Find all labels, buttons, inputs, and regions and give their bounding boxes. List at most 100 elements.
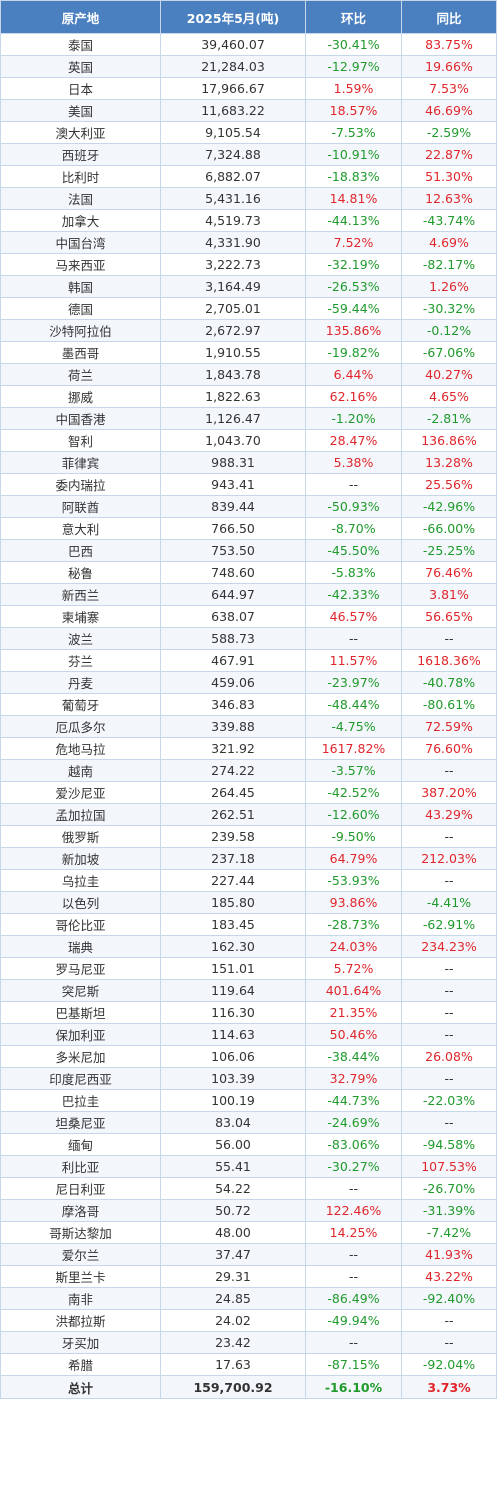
cell-origin: 印度尼西亚	[0, 1067, 161, 1090]
cell-mom: 122.46%	[305, 1199, 402, 1222]
cell-volume: 766.50	[160, 517, 306, 540]
cell-yoy: 13.28%	[401, 451, 497, 474]
cell-mom: 5.72%	[305, 957, 402, 980]
cell-yoy: -43.74%	[401, 209, 497, 232]
cell-origin: 中国台湾	[0, 231, 161, 254]
table-row: 突尼斯 119.64 401.64% --	[0, 979, 497, 1002]
cell-yoy: 76.60%	[401, 737, 497, 760]
cell-mom: -16.10%	[305, 1375, 402, 1399]
table-row: 澳大利亚 9,105.54 -7.53% -2.59%	[0, 121, 497, 144]
cell-volume: 183.45	[160, 913, 306, 936]
cell-yoy: 40.27%	[401, 363, 497, 386]
cell-mom: 21.35%	[305, 1001, 402, 1024]
cell-mom: --	[305, 1243, 402, 1266]
cell-yoy: 12.63%	[401, 187, 497, 210]
cell-yoy: --	[401, 1023, 497, 1046]
cell-volume: 151.01	[160, 957, 306, 980]
table-body: 泰国 39,460.07 -30.41% 83.75% 英国 21,284.03 -12.9…	[0, 33, 497, 1399]
cell-yoy: 83.75%	[401, 33, 497, 56]
table-row: 法国 5,431.16 14.81% 12.63%	[0, 187, 497, 210]
cell-yoy: 76.46%	[401, 561, 497, 584]
table-row: 智利 1,043.70 28.47% 136.86%	[0, 429, 497, 452]
cell-volume: 2,705.01	[160, 297, 306, 320]
table-row: 瑞典 162.30 24.03% 234.23%	[0, 935, 497, 958]
cell-mom: -23.97%	[305, 671, 402, 694]
cell-origin: 巴西	[0, 539, 161, 562]
cell-yoy: -30.32%	[401, 297, 497, 320]
table-row: 印度尼西亚 103.39 32.79% --	[0, 1067, 497, 1090]
table-row: 丹麦 459.06 -23.97% -40.78%	[0, 671, 497, 694]
table-row: 保加利亚 114.63 50.46% --	[0, 1023, 497, 1046]
cell-mom: 11.57%	[305, 649, 402, 672]
cell-mom: -19.82%	[305, 341, 402, 364]
cell-origin: 菲律宾	[0, 451, 161, 474]
cell-yoy: 26.08%	[401, 1045, 497, 1068]
cell-volume: 24.02	[160, 1309, 306, 1332]
cell-mom: -12.60%	[305, 803, 402, 826]
cell-yoy: -42.96%	[401, 495, 497, 518]
cell-mom: -5.83%	[305, 561, 402, 584]
cell-volume: 237.18	[160, 847, 306, 870]
table-row: 巴西 753.50 -45.50% -25.25%	[0, 539, 497, 562]
cell-yoy: 25.56%	[401, 473, 497, 496]
cell-mom: -12.97%	[305, 55, 402, 78]
cell-origin: 沙特阿拉伯	[0, 319, 161, 342]
cell-origin: 南非	[0, 1287, 161, 1310]
cell-yoy: -7.42%	[401, 1221, 497, 1244]
table-row: 新西兰 644.97 -42.33% 3.81%	[0, 583, 497, 606]
cell-mom: -32.19%	[305, 253, 402, 276]
table-row: 哥斯达黎加 48.00 14.25% -7.42%	[0, 1221, 497, 1244]
cell-origin: 巴拉圭	[0, 1089, 161, 1112]
table-row: 日本 17,966.67 1.59% 7.53%	[0, 77, 497, 100]
cell-origin: 新加坡	[0, 847, 161, 870]
cell-yoy: -40.78%	[401, 671, 497, 694]
cell-origin: 摩洛哥	[0, 1199, 161, 1222]
cell-origin: 柬埔寨	[0, 605, 161, 628]
cell-volume: 9,105.54	[160, 121, 306, 144]
cell-origin: 阿联酋	[0, 495, 161, 518]
table-row: 爱尔兰 37.47 -- 41.93%	[0, 1243, 497, 1266]
cell-volume: 100.19	[160, 1089, 306, 1112]
cell-mom: -42.52%	[305, 781, 402, 804]
cell-volume: 23.42	[160, 1331, 306, 1354]
cell-volume: 56.00	[160, 1133, 306, 1156]
cell-yoy: -92.04%	[401, 1353, 497, 1376]
table-row: 挪威 1,822.63 62.16% 4.65%	[0, 385, 497, 408]
table-row: 孟加拉国 262.51 -12.60% 43.29%	[0, 803, 497, 826]
cell-yoy: 43.22%	[401, 1265, 497, 1288]
cell-volume: 227.44	[160, 869, 306, 892]
cell-origin: 加拿大	[0, 209, 161, 232]
cell-origin: 突尼斯	[0, 979, 161, 1002]
cell-volume: 3,222.73	[160, 253, 306, 276]
cell-mom: 14.81%	[305, 187, 402, 210]
cell-origin: 乌拉圭	[0, 869, 161, 892]
cell-yoy: 46.69%	[401, 99, 497, 122]
cell-origin: 爱尔兰	[0, 1243, 161, 1266]
cell-volume: 29.31	[160, 1265, 306, 1288]
cell-yoy: -66.00%	[401, 517, 497, 540]
table-row: 秘鲁 748.60 -5.83% 76.46%	[0, 561, 497, 584]
cell-mom: 14.25%	[305, 1221, 402, 1244]
table-row: 美国 11,683.22 18.57% 46.69%	[0, 99, 497, 122]
cell-origin: 西班牙	[0, 143, 161, 166]
cell-yoy: 234.23%	[401, 935, 497, 958]
cell-yoy: 136.86%	[401, 429, 497, 452]
table-row: 英国 21,284.03 -12.97% 19.66%	[0, 55, 497, 78]
cell-mom: -7.53%	[305, 121, 402, 144]
cell-yoy: --	[401, 957, 497, 980]
table-row: 柬埔寨 638.07 46.57% 56.65%	[0, 605, 497, 628]
cell-origin: 马来西亚	[0, 253, 161, 276]
cell-yoy: -62.91%	[401, 913, 497, 936]
cell-volume: 1,843.78	[160, 363, 306, 386]
cell-origin: 缅甸	[0, 1133, 161, 1156]
cell-origin: 新西兰	[0, 583, 161, 606]
cell-yoy: --	[401, 979, 497, 1002]
cell-yoy: -82.17%	[401, 253, 497, 276]
cell-origin: 以色列	[0, 891, 161, 914]
cell-origin: 法国	[0, 187, 161, 210]
cell-yoy: --	[401, 825, 497, 848]
cell-volume: 54.22	[160, 1177, 306, 1200]
cell-yoy: -2.59%	[401, 121, 497, 144]
cell-mom: -59.44%	[305, 297, 402, 320]
cell-yoy: 387.20%	[401, 781, 497, 804]
